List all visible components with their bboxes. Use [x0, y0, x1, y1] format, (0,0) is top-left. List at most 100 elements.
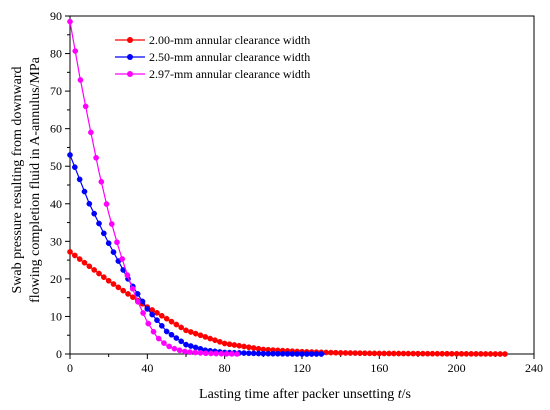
data-point: [458, 350, 465, 357]
data-point: [154, 317, 160, 324]
data-point: [88, 129, 94, 136]
data-point: [208, 350, 214, 357]
data-point: [105, 240, 112, 247]
data-point: [299, 351, 305, 357]
data-point: [390, 350, 397, 357]
data-point: [245, 344, 252, 351]
data-point: [221, 340, 228, 347]
data-point: [67, 248, 73, 255]
data-point: [82, 103, 89, 110]
data-point: [178, 338, 185, 345]
y-tick-label: 20: [50, 272, 62, 286]
legend-marker: [127, 37, 133, 43]
data-point: [176, 347, 183, 354]
y-tick-label: 80: [50, 47, 62, 61]
data-point: [125, 291, 131, 297]
data-point: [187, 349, 193, 355]
data-point: [332, 349, 339, 356]
data-point: [150, 328, 157, 335]
axis-ticks: 0 40 80 120 160 200 240 0 10 20 30 40 50 60 70 80 90: [50, 9, 543, 375]
data-point: [226, 341, 233, 348]
data-point: [98, 178, 105, 185]
data-point: [161, 340, 167, 346]
data-point: [395, 350, 402, 357]
data-point: [468, 351, 475, 357]
legend-marker: [127, 71, 133, 77]
data-point: [502, 351, 508, 357]
data-point: [347, 350, 354, 356]
data-point: [482, 351, 489, 357]
data-point: [236, 342, 243, 349]
data-point: [284, 351, 291, 357]
data-point: [342, 350, 349, 356]
data-point: [303, 351, 310, 357]
data-point: [274, 350, 281, 357]
data-point: [434, 350, 441, 357]
data-point: [352, 350, 359, 356]
data-point: [115, 284, 122, 291]
data-point: [381, 350, 388, 357]
data-point: [108, 221, 115, 227]
data-point: [366, 350, 373, 357]
data-point: [183, 341, 189, 348]
data-point: [120, 287, 127, 294]
data-point: [444, 350, 450, 357]
data-point: [144, 306, 151, 312]
x-axis-title: Lasting time after packer unsetting t/s: [199, 387, 411, 402]
data-point: [250, 350, 257, 357]
legend: 2.00-mm annular clearance width 2.50-mm a…: [115, 33, 310, 81]
data-point: [77, 77, 84, 83]
data-point: [197, 350, 204, 356]
x-tick-label: 200: [448, 361, 466, 375]
data-point: [477, 351, 484, 357]
data-point: [218, 350, 225, 357]
data-point: [386, 350, 392, 357]
y-tick-label: 50: [50, 159, 62, 173]
data-point: [473, 351, 479, 357]
data-point: [96, 270, 102, 277]
data-point: [171, 345, 178, 352]
data-point: [100, 274, 107, 281]
data-point: [207, 335, 214, 342]
data-point: [91, 210, 98, 217]
data-point: [72, 48, 79, 54]
data-point: [110, 249, 117, 255]
data-point: [163, 328, 170, 335]
data-point: [241, 350, 247, 356]
data-point: [487, 351, 494, 357]
legend-entry-2: 2.50-mm annular clearance width: [115, 50, 310, 64]
data-point: [145, 320, 152, 327]
data-point: [168, 331, 175, 338]
legend-label: 2.00-mm annular clearance width: [149, 33, 310, 47]
data-point: [81, 259, 88, 266]
data-point: [289, 351, 296, 357]
data-point: [192, 349, 199, 356]
data-point: [178, 324, 185, 331]
data-point: [212, 337, 218, 344]
y-tick-label: 30: [50, 234, 62, 248]
data-point: [318, 351, 325, 357]
data-point: [419, 350, 426, 357]
data-point: [91, 267, 98, 273]
x-tick-label: 120: [293, 361, 311, 375]
data-point: [119, 256, 126, 262]
data-point: [245, 350, 252, 357]
data-point: [67, 152, 73, 158]
legend-entry-1: 2.00-mm annular clearance width: [115, 33, 310, 47]
data-point: [187, 329, 194, 335]
data-point: [192, 344, 199, 351]
data-point: [313, 351, 320, 357]
data-point: [463, 350, 470, 357]
data-point: [76, 256, 83, 262]
data-point: [173, 335, 180, 341]
data-point: [149, 311, 156, 318]
data-point: [93, 154, 99, 161]
y-tick-label: 90: [50, 9, 62, 23]
data-point: [228, 351, 235, 357]
data-point: [357, 350, 363, 357]
data-point: [166, 343, 173, 350]
data-point: [183, 327, 189, 334]
data-point: [270, 350, 276, 357]
y-tick-label: 0: [56, 347, 62, 361]
data-point: [371, 350, 378, 357]
